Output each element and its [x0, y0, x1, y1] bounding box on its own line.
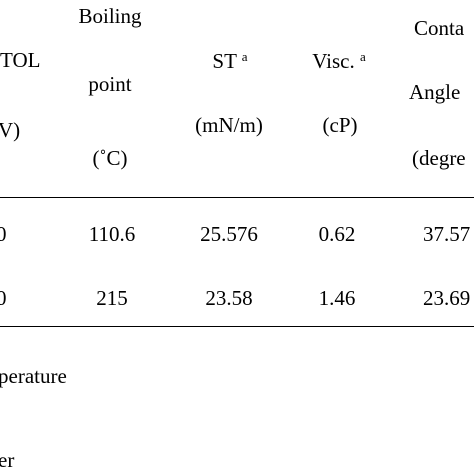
- header-contact-line2: Angle: [409, 80, 461, 104]
- header-st-footnote-mark: a: [241, 49, 248, 64]
- footnote-1: perature: [0, 364, 67, 388]
- header-col0-line1: TOL: [0, 48, 41, 72]
- row1-st: 25.576: [200, 222, 258, 246]
- row2-boiling: 215: [96, 286, 128, 310]
- header-boiling-unit: (˚C): [92, 146, 128, 170]
- row2-contact: 23.69: [423, 286, 471, 310]
- header-visc-footnote-mark: a: [359, 49, 366, 64]
- header-boiling-line1: Boiling: [78, 4, 142, 28]
- row2-st: 23.58: [205, 286, 253, 310]
- row2-col0: 0: [0, 286, 7, 310]
- row1-contact: 37.57: [423, 222, 471, 246]
- row1-col0: 0: [0, 222, 7, 246]
- header-contact-unit: (degre: [412, 146, 466, 170]
- header-visc-unit: (cP): [322, 113, 358, 137]
- header-col0-line2: V): [0, 118, 21, 142]
- header-visc-label: Visc.: [312, 49, 355, 73]
- header-rule: [0, 197, 474, 198]
- header-contact-line1: Conta: [414, 16, 465, 40]
- row1-visc: 0.62: [318, 222, 356, 246]
- header-st-unit: (mN/m): [195, 113, 263, 137]
- footnote-2: er: [0, 448, 15, 472]
- header-boiling-line2: point: [88, 72, 132, 96]
- header-visc: Visc. a: [312, 50, 366, 72]
- bottom-rule: [0, 326, 474, 327]
- header-st: ST a: [212, 50, 247, 72]
- row2-visc: 1.46: [318, 286, 356, 310]
- row1-boiling: 110.6: [88, 222, 136, 246]
- header-st-label: ST: [212, 49, 237, 73]
